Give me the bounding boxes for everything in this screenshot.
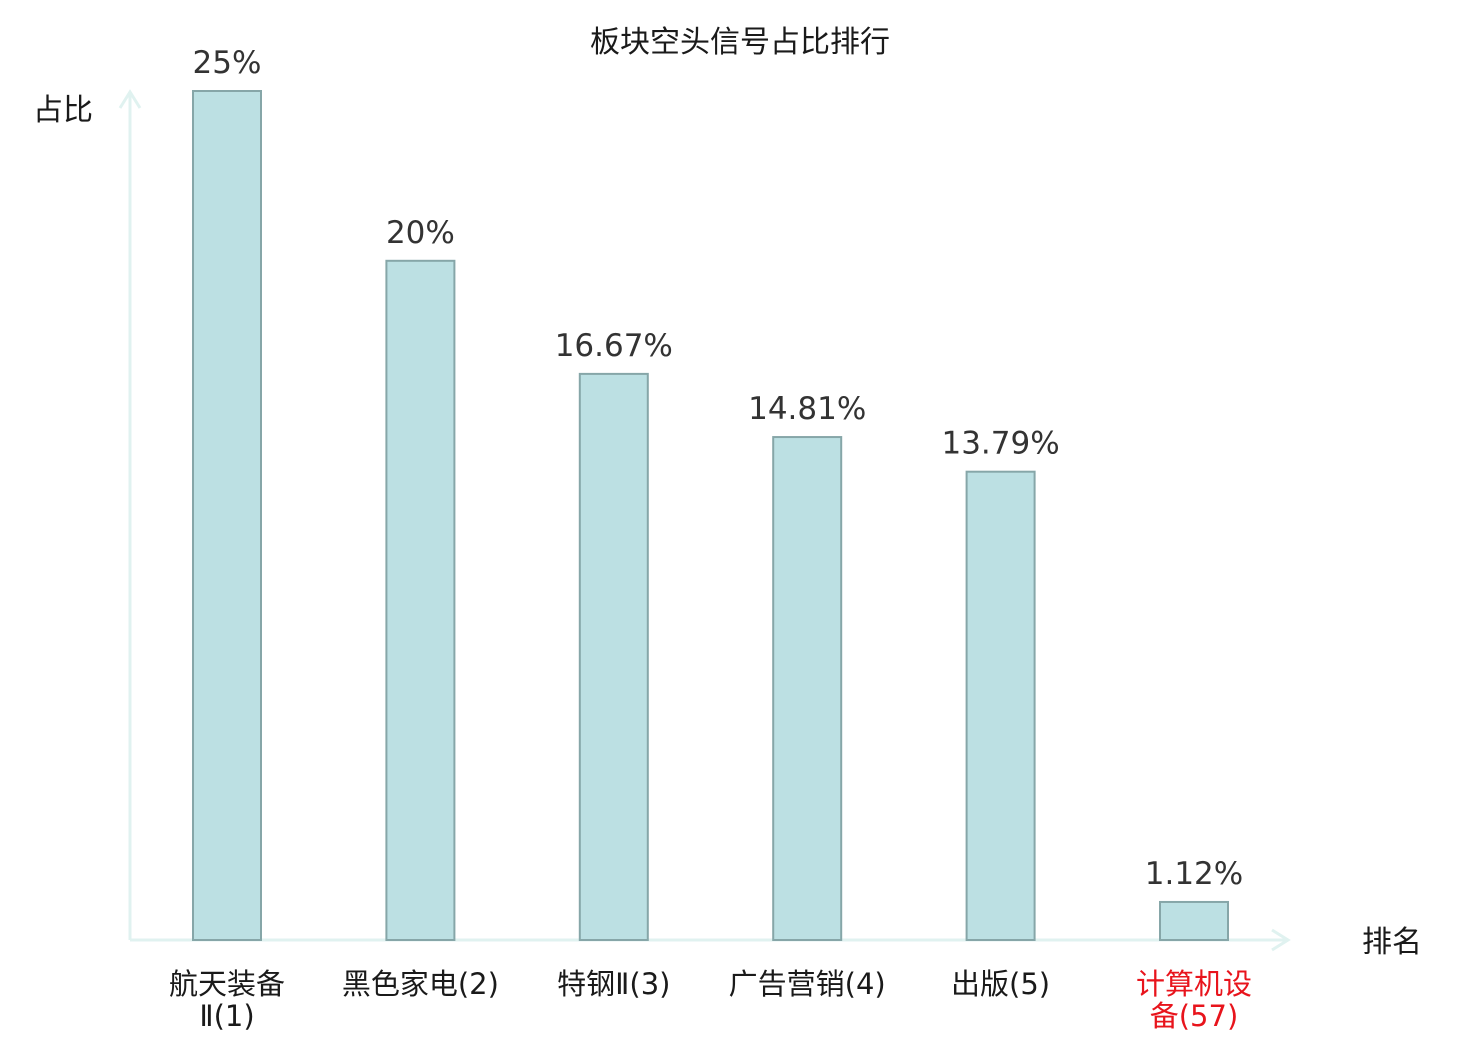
bar-4 xyxy=(772,436,843,941)
category-label-line: 航天装备 xyxy=(169,967,285,1001)
category-label-line: 特钢Ⅱ(3) xyxy=(557,967,670,1001)
category-labels-group: 航天装备 Ⅱ(1) 黑色家电(2) 特钢Ⅱ(3) 广告营销(4) 出版(5) 计算机设备(5… xyxy=(169,967,1252,1033)
category-label-line: 计算机设 xyxy=(1136,967,1252,1001)
value-label-2: 20% xyxy=(386,215,455,251)
x-axis-arrow xyxy=(1271,928,1291,952)
value-labels-group: 25% 20% 16.67% 14.81% 13.79% 1.12% xyxy=(193,45,1244,892)
bars-group xyxy=(192,90,1229,942)
bar-2 xyxy=(385,259,456,941)
value-label-1: 25% xyxy=(193,45,262,81)
category-label-5: 出版(5) xyxy=(951,967,1050,1001)
category-label-2: 黑色家电(2) xyxy=(342,967,499,1001)
value-label-3: 16.67% xyxy=(555,328,673,364)
category-label-3: 特钢Ⅱ(3) xyxy=(557,967,670,1001)
value-label-4: 14.81% xyxy=(748,391,866,427)
x-axis-label: 排名 xyxy=(1362,925,1422,960)
category-label-line: 出版(5) xyxy=(951,967,1050,1001)
category-label-line: 广告营销(4) xyxy=(729,967,886,1001)
y-axis-label: 占比 xyxy=(33,93,93,128)
y-axis-arrow xyxy=(118,89,142,109)
value-label-6: 1.12% xyxy=(1145,856,1243,892)
bar-5 xyxy=(965,470,1036,941)
bar-1 xyxy=(192,90,262,941)
category-label-6: 计算机设备(57) xyxy=(1136,967,1252,1033)
category-label-4: 广告营销(4) xyxy=(729,967,886,1001)
bar-3 xyxy=(578,372,649,942)
category-label-line: Ⅱ(1) xyxy=(199,999,254,1033)
category-label-line: 黑色家电(2) xyxy=(342,967,499,1001)
bar-6 xyxy=(1159,900,1229,941)
category-label-1: 航天装备 Ⅱ(1) xyxy=(169,967,285,1033)
chart-title: 板块空头信号占比排行 xyxy=(590,25,890,60)
category-label-line: 备(57) xyxy=(1150,999,1239,1033)
value-label-5: 13.79% xyxy=(941,426,1059,462)
